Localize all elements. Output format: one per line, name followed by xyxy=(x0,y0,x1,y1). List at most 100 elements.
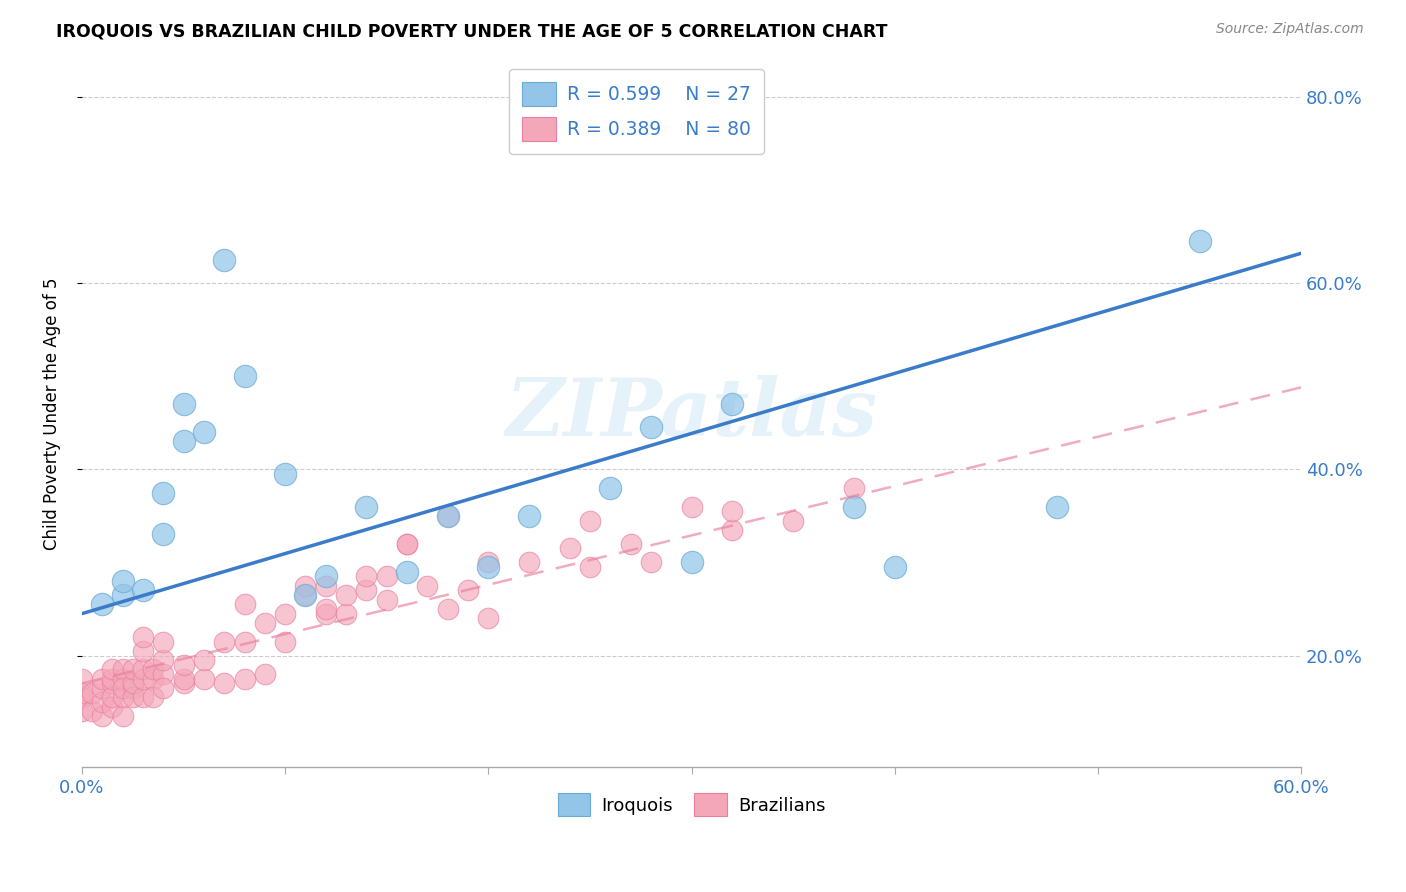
Point xyxy=(233,634,256,648)
Point xyxy=(121,663,143,677)
Point xyxy=(721,504,744,518)
Point xyxy=(111,672,134,686)
Point xyxy=(132,690,155,705)
Point xyxy=(152,653,174,667)
Point xyxy=(640,556,662,570)
Text: ZIPatlas: ZIPatlas xyxy=(506,375,877,452)
Point xyxy=(315,569,337,583)
Point xyxy=(173,657,195,672)
Point xyxy=(1046,500,1069,514)
Point xyxy=(436,508,458,523)
Point xyxy=(477,611,499,625)
Point xyxy=(477,560,499,574)
Point xyxy=(294,588,316,602)
Point xyxy=(640,420,662,434)
Point xyxy=(132,644,155,658)
Point xyxy=(212,252,235,267)
Point xyxy=(91,709,114,723)
Point xyxy=(70,686,93,700)
Point xyxy=(721,397,744,411)
Point xyxy=(477,556,499,570)
Point xyxy=(212,634,235,648)
Point xyxy=(152,634,174,648)
Point xyxy=(121,690,143,705)
Point xyxy=(121,681,143,695)
Point xyxy=(82,705,104,719)
Point xyxy=(101,676,124,690)
Point xyxy=(579,560,602,574)
Point xyxy=(173,672,195,686)
Point xyxy=(436,602,458,616)
Point xyxy=(599,481,621,495)
Point xyxy=(193,653,215,667)
Point xyxy=(436,508,458,523)
Point xyxy=(274,607,297,621)
Point xyxy=(152,527,174,541)
Point xyxy=(173,434,195,449)
Point xyxy=(842,500,865,514)
Point xyxy=(111,681,134,695)
Point xyxy=(883,560,905,574)
Point xyxy=(173,397,195,411)
Point xyxy=(579,514,602,528)
Point xyxy=(1188,234,1211,248)
Point xyxy=(70,705,93,719)
Point xyxy=(111,663,134,677)
Point xyxy=(173,676,195,690)
Point xyxy=(142,663,165,677)
Point xyxy=(111,574,134,588)
Point xyxy=(375,569,398,583)
Point xyxy=(294,579,316,593)
Point xyxy=(356,500,378,514)
Text: IROQUOIS VS BRAZILIAN CHILD POVERTY UNDER THE AGE OF 5 CORRELATION CHART: IROQUOIS VS BRAZILIAN CHILD POVERTY UNDE… xyxy=(56,22,887,40)
Point xyxy=(111,709,134,723)
Point xyxy=(132,672,155,686)
Point xyxy=(335,607,357,621)
Point xyxy=(842,481,865,495)
Point xyxy=(132,630,155,644)
Point xyxy=(111,690,134,705)
Point xyxy=(294,588,316,602)
Point xyxy=(82,686,104,700)
Point xyxy=(193,672,215,686)
Point xyxy=(315,602,337,616)
Point xyxy=(70,690,93,705)
Point xyxy=(356,569,378,583)
Point xyxy=(315,607,337,621)
Point xyxy=(152,681,174,695)
Point xyxy=(91,597,114,611)
Point xyxy=(721,523,744,537)
Point xyxy=(396,565,419,579)
Point xyxy=(619,537,641,551)
Text: Source: ZipAtlas.com: Source: ZipAtlas.com xyxy=(1216,22,1364,37)
Point xyxy=(193,425,215,439)
Point xyxy=(152,485,174,500)
Point xyxy=(253,615,276,630)
Point xyxy=(132,663,155,677)
Point xyxy=(517,508,540,523)
Point xyxy=(315,579,337,593)
Point xyxy=(274,634,297,648)
Point xyxy=(233,672,256,686)
Point xyxy=(101,672,124,686)
Point xyxy=(396,537,419,551)
Point xyxy=(396,537,419,551)
Point xyxy=(152,667,174,681)
Point xyxy=(142,690,165,705)
Point xyxy=(233,369,256,384)
Point xyxy=(558,541,581,556)
Point xyxy=(681,500,703,514)
Point xyxy=(132,583,155,598)
Point xyxy=(253,667,276,681)
Point xyxy=(101,699,124,714)
Point xyxy=(70,672,93,686)
Point xyxy=(91,681,114,695)
Point xyxy=(517,556,540,570)
Point xyxy=(111,588,134,602)
Point xyxy=(233,597,256,611)
Point xyxy=(782,514,804,528)
Point xyxy=(457,583,479,598)
Point xyxy=(142,672,165,686)
Point xyxy=(91,672,114,686)
Point xyxy=(681,556,703,570)
